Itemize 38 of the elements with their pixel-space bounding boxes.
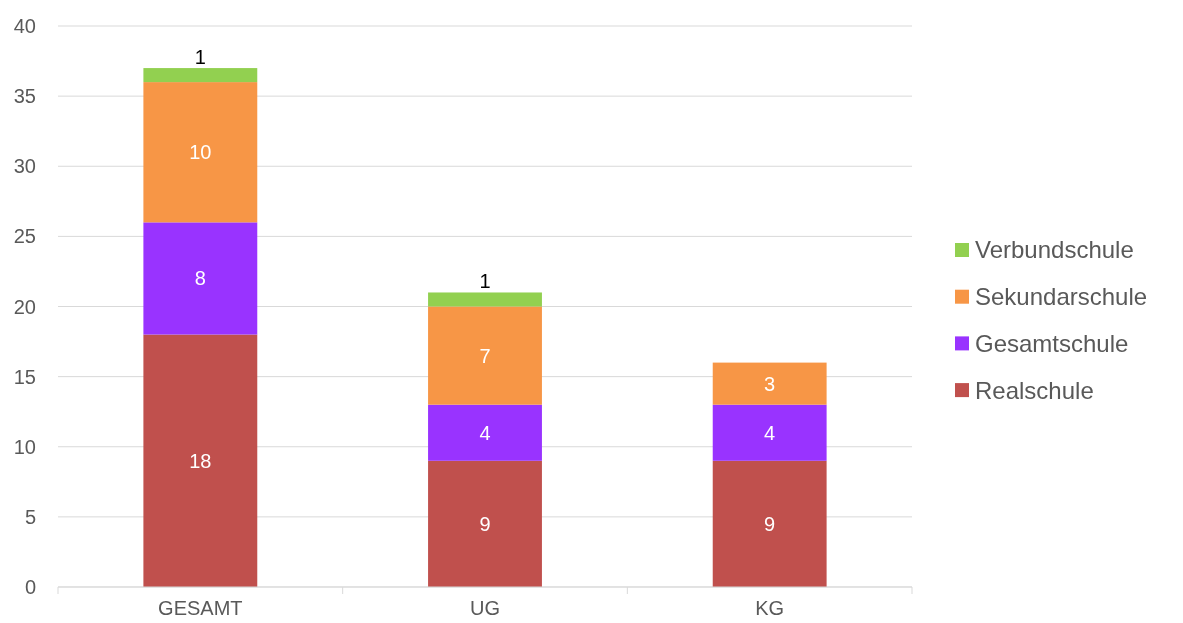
data-label: 4 bbox=[764, 421, 776, 444]
bar bbox=[143, 82, 258, 223]
data-label: 9 bbox=[764, 512, 776, 535]
data-label: 8 bbox=[194, 267, 206, 290]
y-tick-label: 10 bbox=[13, 435, 36, 458]
bar bbox=[143, 222, 258, 335]
y-tick-label: 30 bbox=[13, 155, 36, 178]
x-tick-label: UG bbox=[470, 597, 500, 619]
bar bbox=[428, 404, 542, 461]
bar bbox=[428, 460, 542, 587]
y-tick-label: 40 bbox=[13, 15, 36, 37]
bar bbox=[428, 292, 542, 307]
data-label: 4 bbox=[479, 421, 491, 444]
y-tick-label: 5 bbox=[24, 505, 36, 528]
y-tick-label: 20 bbox=[13, 295, 36, 318]
bar bbox=[428, 306, 542, 405]
bar bbox=[143, 68, 258, 83]
y-tick-label: 15 bbox=[13, 365, 36, 388]
y-tick-label: 35 bbox=[13, 85, 36, 108]
legend-label: Realschule bbox=[975, 376, 1094, 404]
y-tick-label: 0 bbox=[24, 576, 36, 598]
data-label: 9 bbox=[479, 512, 491, 535]
data-label: 10 bbox=[189, 141, 212, 164]
legend-label: Gesamtschule bbox=[975, 329, 1129, 357]
x-tick-label: GESAMT bbox=[158, 597, 243, 619]
x-tick-label: KG bbox=[755, 597, 785, 619]
bar bbox=[712, 362, 827, 405]
y-tick-label: 25 bbox=[13, 225, 36, 248]
data-label: 1 bbox=[194, 46, 206, 69]
bar bbox=[712, 404, 827, 461]
data-label: 1 bbox=[479, 270, 491, 293]
legend-label: Sekundarschule bbox=[975, 283, 1148, 311]
bar bbox=[712, 460, 827, 587]
bar bbox=[143, 334, 258, 587]
data-label: 18 bbox=[189, 449, 212, 472]
data-label: 7 bbox=[479, 344, 491, 367]
data-label: 3 bbox=[764, 372, 776, 395]
legend-label: Verbundschule bbox=[975, 236, 1134, 264]
